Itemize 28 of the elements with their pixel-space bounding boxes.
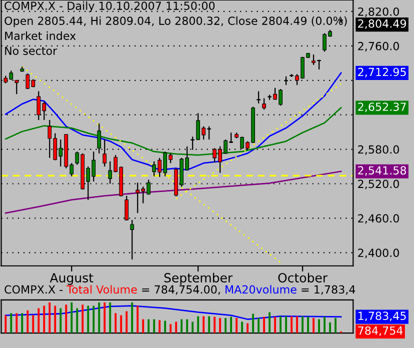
x-tick-label: August xyxy=(50,273,94,285)
candlestick xyxy=(256,90,260,104)
annotation: No sector xyxy=(5,46,58,55)
text: 2,804.49 xyxy=(358,19,406,29)
data-label: 2,712.95 xyxy=(358,68,406,78)
series-label: Total Volume xyxy=(66,285,137,294)
candlestick xyxy=(262,98,266,110)
y-tick-label: 2,520.0 xyxy=(358,180,399,190)
text: 1,783,45 xyxy=(358,312,406,322)
series-label: MA20volume xyxy=(226,285,296,294)
text: 784,754 xyxy=(358,326,403,336)
text: = 784,754.00, xyxy=(142,285,220,295)
y-tick-label: 2,820.0 xyxy=(358,7,399,17)
y-tick-label: 2,460.0 xyxy=(358,214,399,224)
chart-title: COMPX.X - xyxy=(4,285,63,294)
x-tick-label: October xyxy=(278,272,328,282)
y-tick-label: 2,760.0 xyxy=(358,42,399,52)
x-tick-label: September xyxy=(164,272,233,285)
data-label: 2,652.37 xyxy=(358,102,406,112)
text: Open 2805.44, Hi 2809.04, Lo 2800.32, Close 2804.49 (0.0%) xyxy=(4,16,347,28)
text: = 1,783,4 xyxy=(302,285,356,295)
y-tick-label: 2,580.0 xyxy=(358,145,399,155)
line-series xyxy=(4,72,342,171)
annotation: Market index xyxy=(5,31,76,40)
y-tick-label: 2,400.0 xyxy=(358,248,399,258)
line-series xyxy=(4,170,342,214)
data-label: 2,541.58 xyxy=(358,166,406,176)
chart-title: COMPX.X - Daily 10.10.2007 11:50:00 xyxy=(4,1,215,12)
